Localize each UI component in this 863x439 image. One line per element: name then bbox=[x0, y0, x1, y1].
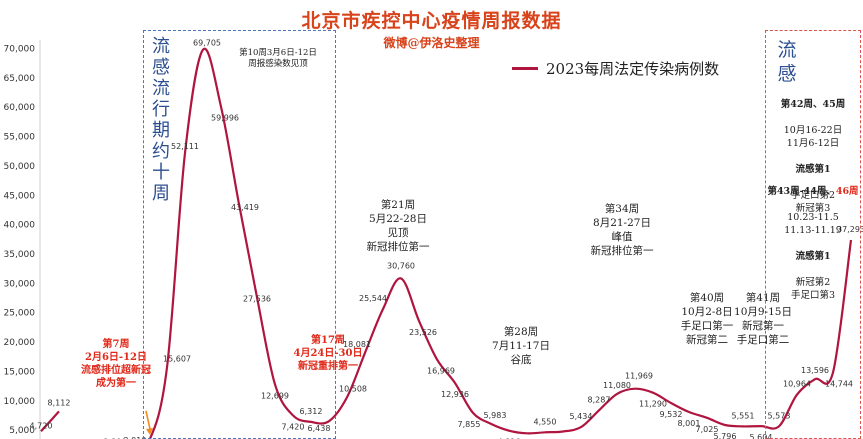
annotation-week41: 第41周 10月9-15日 新冠第一 手足口第二 bbox=[734, 292, 792, 346]
y-tick-label: 65,000 bbox=[4, 74, 36, 84]
data-label: 10,508 bbox=[339, 384, 367, 393]
data-label: 8,001 bbox=[678, 419, 701, 428]
data-label: 7,025 bbox=[696, 425, 719, 434]
data-label: 4,816 bbox=[498, 438, 521, 439]
data-label: 69,705 bbox=[193, 39, 221, 48]
annotation-week28: 第28周 7月11-17日 谷底 bbox=[492, 326, 550, 366]
right-b-first: 流感第1 bbox=[795, 251, 831, 262]
annotation-week40: 第40周 10月2-8日 手足口第一 新冠第二 bbox=[680, 292, 734, 346]
data-label: 43,419 bbox=[231, 203, 259, 212]
right-a-first: 流感第1 bbox=[795, 164, 831, 175]
chart-subtitle: 微博@伊洛史整理 bbox=[383, 36, 480, 50]
y-tick-label: 5,000 bbox=[9, 426, 35, 436]
data-label: 5,604 bbox=[750, 433, 773, 439]
legend: 2023每周法定传染病例数 bbox=[512, 58, 719, 79]
right-b-rest: 新冠第2 手足口第3 bbox=[790, 277, 836, 301]
data-label: 23,526 bbox=[409, 328, 437, 337]
y-tick-label: 55,000 bbox=[4, 133, 36, 143]
y-tick-label: 10,000 bbox=[4, 397, 36, 407]
data-label: 11,080 bbox=[603, 381, 631, 390]
flu-period-label: 流感流行期约十周 bbox=[152, 36, 170, 204]
y-tick-label: 50,000 bbox=[4, 162, 36, 172]
right-b-weeks: 第43周-44周、 bbox=[767, 186, 836, 197]
data-label: 5,551 bbox=[732, 411, 755, 420]
right-a-weeks: 第42周、45周 bbox=[780, 99, 846, 110]
y-tick-label: 30,000 bbox=[4, 279, 36, 289]
series-line bbox=[148, 47, 853, 439]
data-label: 59,996 bbox=[211, 114, 239, 123]
y-tick-label: 60,000 bbox=[4, 103, 36, 113]
y-tick-label: 40,000 bbox=[4, 221, 36, 231]
y-tick-label: 20,000 bbox=[4, 338, 36, 348]
data-label: 12,936 bbox=[441, 390, 469, 399]
annotation-week7: 第7周 2月6日-12日 流感排位超新冠 成为第一 bbox=[81, 339, 151, 389]
data-label: 5,573 bbox=[768, 411, 791, 420]
data-label: 25,544 bbox=[359, 294, 387, 303]
right-a-rest: 手足口第2 新冠第3 bbox=[790, 190, 836, 214]
data-label: 8,112 bbox=[48, 398, 71, 407]
data-label: 37,293 bbox=[837, 225, 863, 234]
legend-label: 2023每周法定传染病例数 bbox=[546, 60, 720, 78]
data-label: 9,532 bbox=[660, 410, 683, 419]
annotation-week17: 第17周 4月24日-30日 新冠重排第一 bbox=[293, 335, 363, 372]
annotation-week21: 第21周 5月22-28日 见顶 新冠排位第一 bbox=[366, 199, 430, 253]
series-line bbox=[40, 410, 60, 433]
data-label: 7,855 bbox=[458, 420, 481, 429]
data-label: 6,438 bbox=[308, 424, 331, 433]
data-label: 18,081 bbox=[343, 340, 371, 349]
annotation-right-top: 第42周、45周 10月16-22日 11月6-12日 流感第1 手足口第2 新… bbox=[767, 85, 859, 228]
data-label: 6,312 bbox=[300, 407, 323, 416]
data-label: 11,969 bbox=[625, 372, 653, 381]
week7-arrow bbox=[145, 410, 151, 430]
data-label: 12,699 bbox=[261, 391, 289, 400]
data-label: 7,420 bbox=[282, 422, 305, 431]
annotation-week10: 第10周3月6日-12日 周报感染数见顶 bbox=[239, 48, 317, 69]
annotation-right-bottom: 第43周-44周、46周 10.23-11.5 11.13-11.19 流感第1… bbox=[763, 172, 863, 315]
y-tick-label: 15,000 bbox=[4, 367, 36, 377]
right-a-dates: 10月16-22日 11月6-12日 bbox=[783, 125, 843, 149]
data-label: 27,536 bbox=[243, 294, 271, 303]
data-label: 30,760 bbox=[387, 261, 415, 270]
y-tick-label: 25,000 bbox=[4, 309, 36, 319]
y-tick-label: 45,000 bbox=[4, 191, 36, 201]
y-tick-label: 35,000 bbox=[4, 250, 36, 260]
right-b-week46: 46周 bbox=[835, 186, 859, 197]
legend-line-swatch bbox=[512, 67, 538, 70]
chart-title: 北京市疾控中心疫情周报数据 bbox=[301, 10, 562, 32]
data-label: 13,596 bbox=[801, 366, 829, 375]
data-label: 10,964 bbox=[783, 380, 811, 389]
data-label: 52,111 bbox=[171, 142, 199, 151]
data-label: 4,550 bbox=[534, 417, 557, 426]
data-label: 5,983 bbox=[484, 411, 507, 420]
right-b-dates: 10.23-11.5 11.13-11.19 bbox=[784, 212, 842, 236]
data-label: 5,796 bbox=[714, 432, 737, 439]
data-label: 8,287 bbox=[588, 395, 611, 404]
data-label: 14,744 bbox=[825, 379, 853, 388]
data-label: 15,607 bbox=[163, 354, 191, 363]
data-label: 1,800 bbox=[104, 437, 127, 439]
week7-arrow-head bbox=[146, 427, 153, 435]
data-label: 11,290 bbox=[639, 400, 667, 409]
annotation-week34: 第34周 8月21-27日 峰值 新冠排位第一 bbox=[590, 203, 654, 257]
data-label: 4,720 bbox=[30, 421, 53, 430]
data-label: 2,010 bbox=[124, 436, 147, 439]
data-label: 5,434 bbox=[570, 412, 593, 421]
flu-right-label: 流感 bbox=[777, 39, 797, 85]
data-label: 16,969 bbox=[427, 366, 455, 375]
y-tick-label: 70,000 bbox=[4, 45, 36, 55]
